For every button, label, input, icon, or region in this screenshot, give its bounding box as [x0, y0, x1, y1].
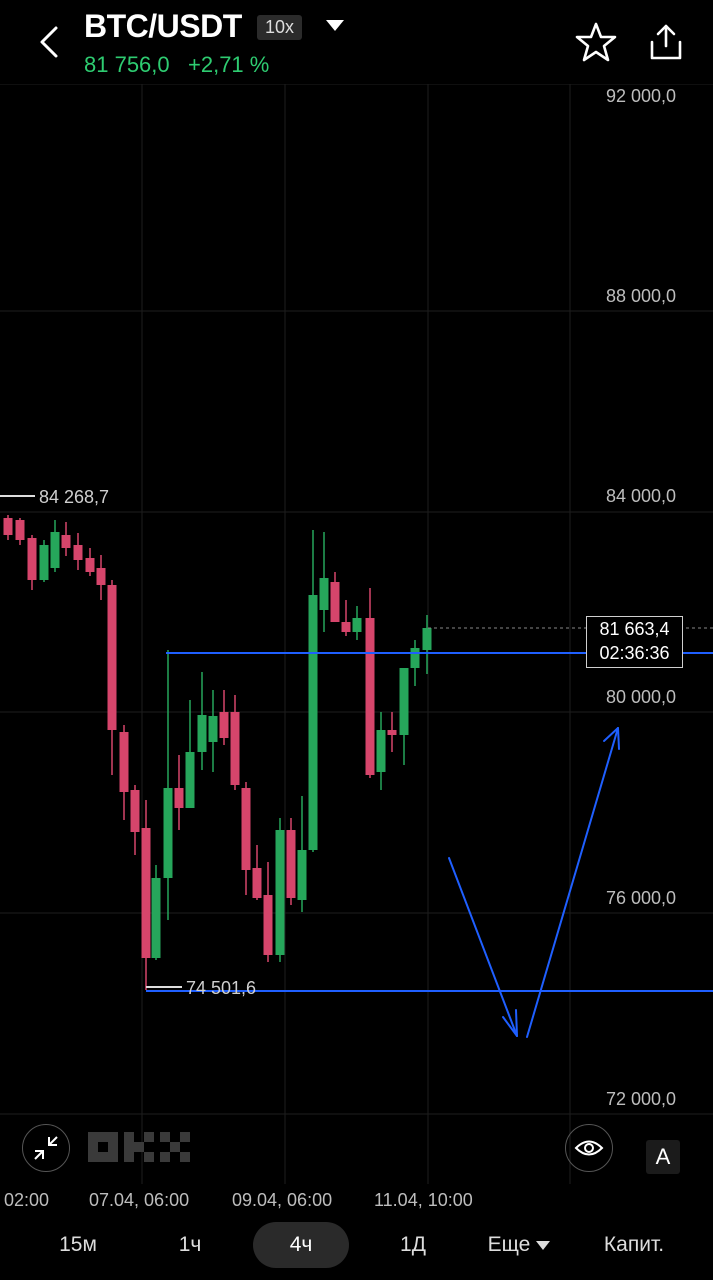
low-price-label: 74 501,6	[186, 978, 257, 998]
up-arrow-drawing	[526, 727, 620, 1038]
tab-4h[interactable]: 4ч	[253, 1222, 349, 1268]
candle-body	[96, 568, 106, 585]
candle-body	[319, 578, 329, 610]
y-axis-label: 72 000,0	[606, 1089, 677, 1109]
capital-tab[interactable]: Капит.	[603, 1233, 665, 1256]
tab-15m[interactable]: 15м	[59, 1233, 97, 1256]
x-axis-label: 11.04, 10:00	[374, 1190, 473, 1210]
candle-body	[376, 730, 386, 772]
tab-1h[interactable]: 1ч	[178, 1233, 202, 1256]
candle-body	[252, 868, 262, 898]
current-price-box: 81 663,4 02:36:36	[586, 616, 683, 668]
x-axis-label: 09.04, 06:00	[232, 1190, 333, 1210]
candle-body	[286, 830, 296, 898]
candle-body	[208, 716, 218, 742]
candle-body	[197, 715, 207, 752]
candle-body	[61, 535, 71, 548]
candle-body	[151, 878, 161, 958]
y-axis-label: 80 000,0	[606, 687, 677, 707]
candle-body	[330, 582, 340, 622]
more-label: Еще	[487, 1233, 531, 1256]
high-price-label: 84 268,7	[39, 487, 110, 507]
candle-body	[39, 545, 49, 580]
share-icon[interactable]	[644, 20, 688, 64]
candle-body	[163, 788, 173, 878]
leverage-badge[interactable]: 10x	[257, 15, 303, 40]
candle-body	[275, 830, 285, 955]
candle-body	[365, 618, 375, 775]
candle-body	[141, 828, 151, 958]
okx-logo	[88, 1132, 190, 1162]
candle-body	[174, 788, 184, 808]
candle-body	[263, 895, 273, 955]
candle-body	[422, 628, 432, 650]
y-axis-label: 76 000,0	[606, 888, 677, 908]
star-icon[interactable]	[574, 20, 618, 64]
timeframe-tabs: 15м 1ч 4ч 1Д Еще Капит.	[0, 1216, 713, 1274]
candlestick-chart[interactable]	[0, 84, 713, 1184]
candle-countdown: 02:36:36	[599, 643, 670, 663]
last-price: 81 756,0	[84, 52, 170, 77]
candle-body	[219, 712, 229, 738]
current-price-value: 81 663,4	[599, 619, 670, 639]
candle-body	[27, 538, 37, 580]
candle-body	[308, 595, 318, 850]
candle-body	[185, 752, 195, 808]
candle-body	[15, 520, 25, 540]
candle-body	[107, 585, 117, 730]
candle-body	[50, 532, 60, 568]
candle-body	[352, 618, 362, 632]
auto-scale-button[interactable]: A	[646, 1140, 680, 1174]
dropdown-caret-icon[interactable]	[326, 20, 344, 31]
y-axis-label: 92 000,0	[606, 86, 677, 106]
candle-body	[73, 545, 83, 560]
candle-body	[230, 712, 240, 785]
candle-body	[3, 518, 13, 535]
candle-body	[410, 648, 420, 668]
chevron-down-icon	[536, 1240, 551, 1250]
tab-1d[interactable]: 1Д	[400, 1233, 426, 1256]
candle-body	[297, 850, 307, 900]
down-arrow-drawing	[448, 857, 518, 1037]
pair-title[interactable]: BTC/USDT	[84, 8, 242, 44]
candle-body	[387, 730, 397, 735]
x-axis-label: 02:00	[4, 1190, 50, 1210]
candle-body	[399, 668, 409, 735]
y-axis-label: 88 000,0	[606, 286, 677, 306]
price-change: +2,71 %	[188, 52, 270, 77]
candle-body	[130, 790, 140, 832]
collapse-icon[interactable]	[22, 1124, 70, 1172]
eye-icon[interactable]	[565, 1124, 613, 1172]
y-axis-label: 84 000,0	[606, 486, 677, 506]
candle-body	[341, 622, 351, 632]
candle-body	[85, 558, 95, 572]
header: BTC/USDT 10x 81 756,0 +2,71 %	[0, 0, 713, 84]
candle-body	[241, 788, 251, 870]
candles	[3, 515, 432, 990]
more-dropdown[interactable]: Еще	[478, 1222, 560, 1268]
candle-body	[119, 732, 129, 792]
x-axis-label: 07.04, 06:00	[89, 1190, 190, 1210]
back-arrow-icon[interactable]	[36, 24, 64, 60]
